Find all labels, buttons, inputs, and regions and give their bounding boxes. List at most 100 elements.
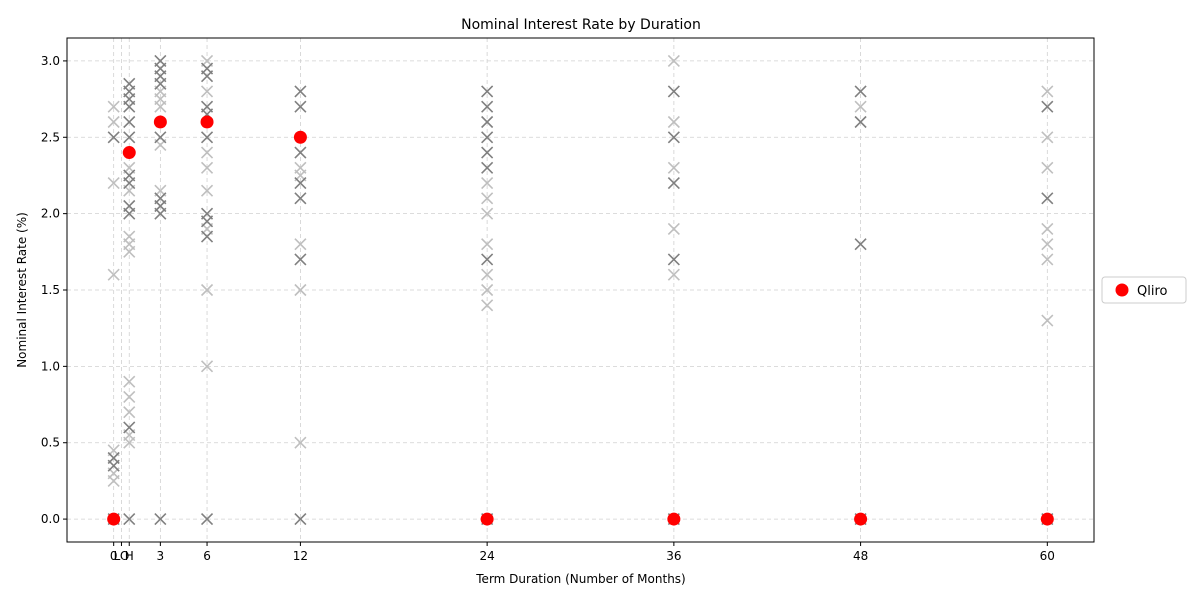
- x-tick-label: 36: [666, 549, 681, 563]
- plot-area: [107, 54, 1054, 526]
- data-point-x: [481, 100, 494, 113]
- data-point-x: [481, 161, 494, 174]
- data-point-x: [123, 390, 136, 403]
- y-tick-label: 2.5: [41, 130, 60, 144]
- data-point-x: [1041, 238, 1054, 251]
- data-point-qliro: [480, 512, 494, 526]
- data-point-x: [154, 207, 167, 220]
- data-point-x: [481, 299, 494, 312]
- data-point-x: [481, 268, 494, 281]
- data-point-qliro: [667, 512, 681, 526]
- data-point-x: [123, 436, 136, 449]
- data-point-x: [154, 513, 167, 526]
- data-point-x: [294, 192, 307, 205]
- data-point-x: [107, 474, 120, 487]
- x-tick-label: LO: [114, 549, 130, 563]
- data-point-x: [107, 115, 120, 129]
- data-point-x: [854, 238, 867, 251]
- x-tick-label: 3: [157, 549, 165, 563]
- data-point-x: [154, 131, 167, 144]
- data-point-qliro: [293, 130, 307, 144]
- data-point-x: [123, 406, 136, 419]
- data-point-x: [200, 131, 214, 144]
- data-point-qliro: [1040, 512, 1054, 526]
- data-point-x: [1041, 192, 1054, 205]
- series-qliro: [107, 115, 1054, 526]
- data-point-x: [123, 421, 136, 434]
- data-point-x: [667, 131, 680, 144]
- data-point-x: [294, 238, 307, 251]
- data-point-x: [294, 283, 307, 297]
- data-point-x: [294, 146, 307, 159]
- data-point-x: [1041, 100, 1054, 113]
- y-axis-ticks: 0.0 0.5 1.0 1.5 2.0 2.5 3.0: [41, 54, 67, 526]
- data-point-x: [107, 131, 120, 144]
- x-tick-label: 60: [1040, 549, 1055, 563]
- data-point-x: [154, 77, 167, 90]
- y-tick-label: 0.5: [41, 436, 60, 450]
- y-axis-label: Nominal Interest Rate (%): [15, 212, 29, 368]
- data-point-x: [481, 115, 494, 129]
- data-point-x: [481, 192, 494, 205]
- data-point-x: [200, 184, 214, 197]
- data-point-qliro: [122, 146, 136, 160]
- data-point-x: [123, 177, 136, 190]
- data-point-x: [667, 85, 680, 98]
- y-tick-label: 2.0: [41, 207, 60, 221]
- data-point-x: [1041, 253, 1054, 266]
- data-point-qliro: [854, 512, 868, 526]
- data-point-x: [200, 146, 214, 159]
- legend-box: [1101, 276, 1187, 304]
- data-point-x: [200, 513, 214, 526]
- data-point-x: [200, 161, 214, 174]
- data-point-qliro: [153, 115, 167, 129]
- data-point-x: [123, 207, 136, 220]
- data-point-x: [123, 100, 136, 113]
- data-point-x: [107, 268, 120, 281]
- x-tick-label: 24: [479, 549, 494, 563]
- data-point-x: [200, 215, 214, 228]
- data-point-x: [854, 85, 867, 98]
- data-point-x: [294, 513, 307, 526]
- data-point-x: [667, 222, 680, 235]
- data-point-x: [200, 283, 214, 297]
- data-point-x: [667, 54, 680, 67]
- data-point-x: [200, 70, 214, 83]
- data-point-x: [200, 85, 214, 98]
- data-point-x: [1041, 161, 1054, 174]
- data-point-x: [294, 436, 307, 449]
- data-point-x: [1041, 314, 1054, 327]
- y-tick-label: 1.5: [41, 283, 60, 297]
- data-point-x: [667, 177, 680, 190]
- data-point-x: [294, 85, 307, 98]
- data-point-x: [481, 146, 494, 159]
- data-point-qliro: [200, 115, 214, 129]
- data-point-x: [123, 513, 136, 526]
- legend-marker-qliro: [1115, 283, 1129, 297]
- data-point-x: [481, 131, 494, 144]
- x-tick-label: 0: [110, 549, 118, 563]
- legend: Qliro: [1101, 276, 1187, 304]
- data-point-x: [107, 459, 120, 472]
- data-point-x: [200, 230, 214, 243]
- data-point-x: [481, 253, 494, 266]
- x-tick-label: 12: [293, 549, 308, 563]
- data-point-x: [667, 161, 680, 174]
- data-point-x: [294, 177, 307, 190]
- data-point-x: [154, 100, 167, 113]
- data-point-x: [107, 177, 120, 190]
- x-axis-label: Term Duration (Number of Months): [475, 572, 685, 586]
- data-point-x: [200, 360, 214, 373]
- y-tick-label: 1.0: [41, 359, 60, 373]
- data-point-x: [123, 245, 136, 258]
- data-point-x: [1041, 85, 1054, 98]
- x-tick-label: H: [125, 549, 134, 563]
- data-point-x: [667, 253, 680, 266]
- data-point-qliro: [107, 512, 121, 526]
- x-tick-label: 48: [853, 549, 868, 563]
- data-point-x: [1041, 222, 1054, 235]
- data-point-x: [667, 268, 680, 281]
